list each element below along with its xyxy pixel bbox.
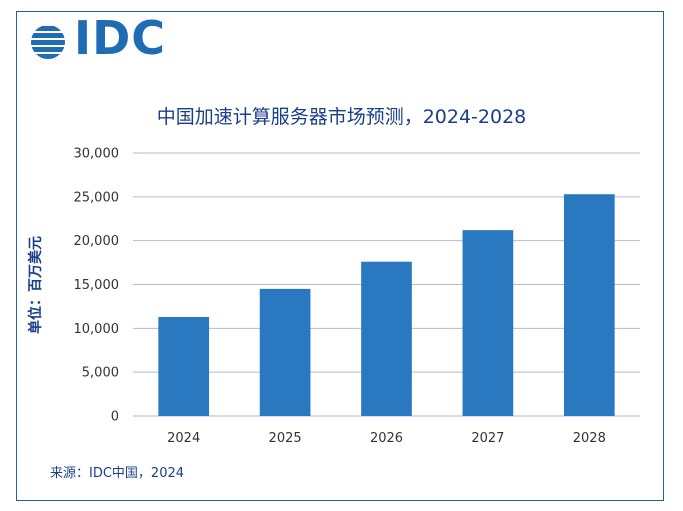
y-tick-label: 25,000 — [74, 190, 120, 205]
x-tick-label: 2027 — [471, 431, 504, 446]
x-tick-label: 2025 — [269, 431, 302, 446]
y-tick-label: 30,000 — [74, 147, 120, 162]
y-tick-label: 0 — [111, 410, 119, 425]
y-tick-label: 20,000 — [74, 234, 120, 249]
y-tick-label: 5,000 — [82, 366, 119, 381]
idc-logo-icon — [30, 24, 70, 64]
y-tick-label: 15,000 — [74, 278, 120, 293]
y-tick-label: 10,000 — [74, 322, 120, 337]
bar-2026 — [361, 261, 412, 416]
x-tick-label: 2024 — [167, 431, 200, 446]
chart-frame — [16, 11, 664, 501]
bar-2028 — [563, 194, 615, 416]
bars — [158, 194, 615, 416]
bar-2025 — [259, 288, 311, 416]
bar-2024 — [158, 316, 210, 416]
source-note: 来源：IDC中国，2024 — [50, 466, 185, 481]
chart-title: 中国加速计算服务器市场预测，2024-2028 — [156, 106, 527, 128]
x-tick-label: 2028 — [573, 431, 606, 446]
x-tick-labels: 2024 2025 2026 2027 2028 — [167, 431, 606, 446]
y-tick-labels: 0 5,000 10,000 15,000 20,000 25,000 30,000 — [74, 147, 120, 425]
bar-2027 — [462, 230, 514, 416]
logo-text: IDC — [74, 11, 167, 65]
x-tick-label: 2026 — [370, 431, 403, 446]
